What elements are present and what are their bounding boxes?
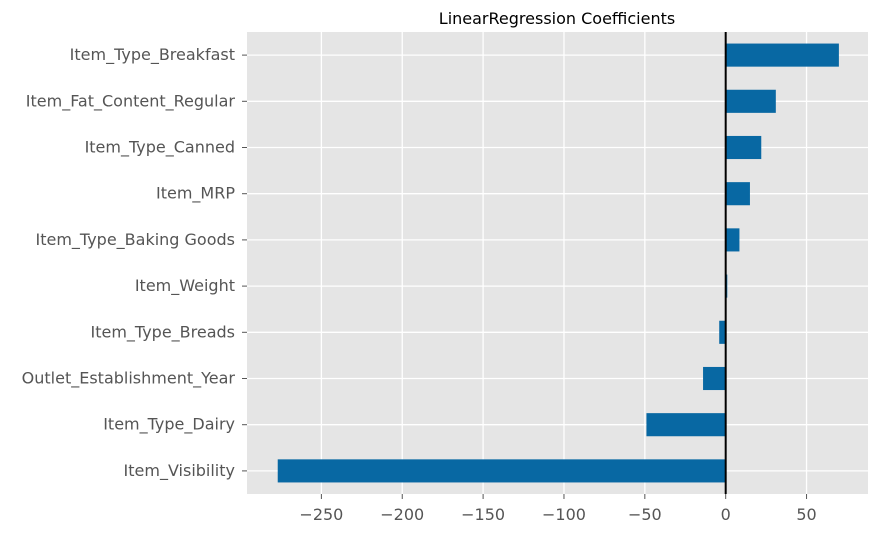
y-tick-label: Item_Visibility <box>124 461 235 481</box>
x-tick-label: −200 <box>380 505 424 524</box>
chart-title: LinearRegression Coefficients <box>439 9 675 28</box>
bar <box>719 320 726 344</box>
y-tick-label: Item_Type_Breakfast <box>70 45 235 65</box>
y-tick-label: Item_Fat_Content_Regular <box>26 91 236 111</box>
bars <box>277 43 839 483</box>
y-tick-label: Item_MRP <box>156 184 235 204</box>
bar <box>725 43 839 67</box>
bar <box>277 459 726 483</box>
x-tick-label: −250 <box>299 505 343 524</box>
x-tick-label: 0 <box>721 505 731 524</box>
y-tick-label: Item_Weight <box>135 276 235 296</box>
grid-lines <box>247 32 868 494</box>
bar <box>725 89 776 113</box>
y-tick-label: Outlet_Establishment_Year <box>22 369 236 389</box>
x-tick-label: −150 <box>461 505 505 524</box>
x-tick-label: −50 <box>628 505 662 524</box>
x-tick-labels: −250 −200 −150 −100 −50 0 50 <box>299 494 817 524</box>
bar <box>725 228 740 252</box>
y-tick-label: Item_Type_Canned <box>85 138 235 158</box>
bar <box>646 413 726 437</box>
x-tick-label: 50 <box>796 505 816 524</box>
bar <box>725 135 762 160</box>
x-tick-label: −100 <box>542 505 586 524</box>
y-tick-label: Item_Type_Baking Goods <box>35 230 235 250</box>
y-tick-labels: Item_Type_Breakfast Item_Fat_Content_Regu… <box>22 45 247 481</box>
bar <box>703 366 726 391</box>
bar <box>725 182 750 206</box>
y-tick-label: Item_Type_Dairy <box>103 415 235 435</box>
y-tick-label: Item_Type_Breads <box>90 322 235 342</box>
